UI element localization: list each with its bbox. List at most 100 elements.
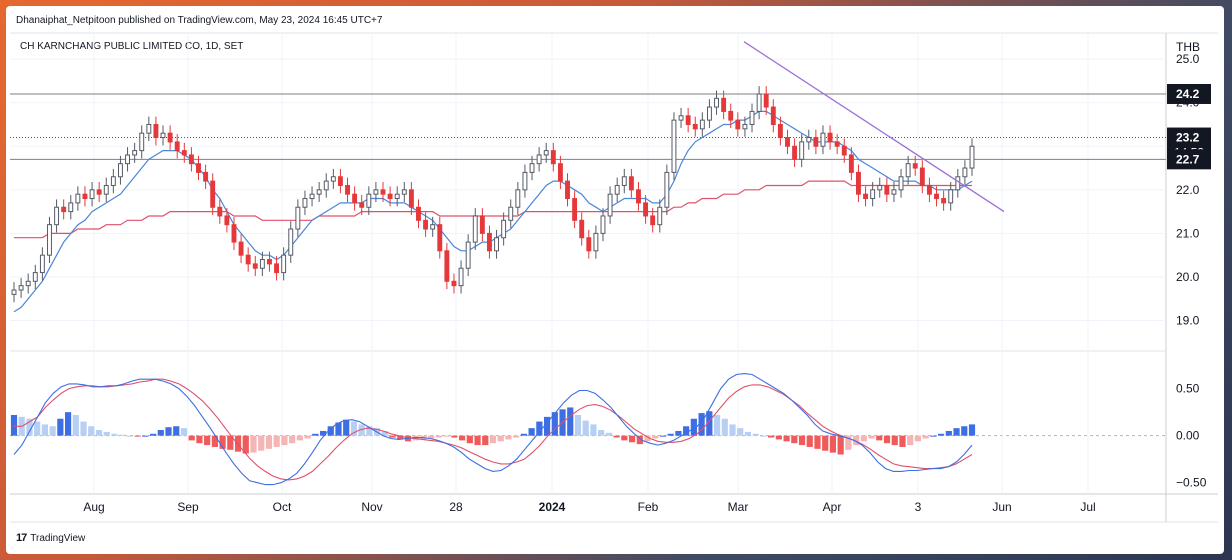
time-tick-label: 2024 — [539, 500, 566, 514]
candle-body — [302, 198, 308, 208]
candle-body — [891, 189, 897, 195]
candle-body — [586, 237, 592, 252]
histogram-bar — [899, 435, 906, 447]
histogram-bar — [273, 435, 280, 447]
time-tick-label: Apr — [823, 500, 842, 514]
candle-body — [962, 167, 968, 178]
histogram-bar — [312, 433, 319, 436]
candle-body — [117, 163, 123, 178]
candle-body — [848, 154, 854, 173]
candle-body — [678, 115, 684, 121]
time-axis-ticks: Aug Sep Oct Nov 28 2024 Feb Mar Apr 3 Jun Jul — [83, 33, 1096, 514]
histogram-bar — [775, 435, 782, 440]
histogram-bar — [459, 435, 466, 441]
histogram-bar — [520, 433, 527, 436]
histogram-bar — [574, 414, 582, 436]
candle-body — [444, 250, 450, 282]
candle-body — [139, 132, 145, 152]
time-tick-label: Sep — [177, 500, 199, 514]
candle-body — [160, 132, 166, 139]
histogram-bar — [304, 435, 311, 439]
candle-body — [898, 176, 904, 191]
candle-body — [579, 219, 585, 239]
histogram-bar — [296, 435, 303, 441]
histogram-bar — [466, 435, 473, 444]
histogram-bar — [806, 435, 813, 447]
time-tick-label: 28 — [449, 500, 463, 514]
candle-body — [359, 202, 365, 208]
candle-body — [813, 137, 819, 147]
histogram-bar — [729, 424, 736, 436]
candle-body — [472, 215, 478, 243]
histogram-bar — [366, 426, 373, 436]
chart-title: CH KARNCHANG PUBLIC LIMITED CO, 1D, SET — [20, 41, 243, 52]
histogram-bar — [644, 435, 651, 442]
level-badge-bg — [1167, 149, 1211, 170]
histogram-bar — [536, 421, 543, 436]
sma-slow-path — [14, 180, 972, 239]
candle-body — [969, 145, 975, 169]
candle-body — [458, 267, 464, 287]
candle-body — [174, 141, 180, 152]
horizontal-levels — [10, 93, 1166, 160]
candle-body — [870, 189, 876, 200]
candle-body — [664, 171, 670, 208]
histogram-bar — [103, 431, 110, 436]
candle-body — [863, 193, 869, 200]
histogram-bar — [876, 435, 883, 441]
candle-body — [919, 167, 925, 186]
histogram-bar — [497, 435, 504, 442]
candle-body — [557, 163, 563, 182]
level-badge-text: 24.2 — [1176, 87, 1200, 101]
candle-body — [536, 154, 542, 165]
histogram-bar — [760, 435, 767, 437]
sma-fast-line — [13, 110, 973, 313]
candle-body — [408, 189, 414, 208]
histogram-bar — [227, 435, 234, 450]
histogram-bar — [10, 414, 18, 436]
candle-body — [203, 171, 209, 182]
candle-body — [884, 184, 890, 195]
macd-line — [13, 373, 973, 486]
histogram-bar — [265, 435, 273, 449]
histogram-bar — [443, 435, 450, 437]
histogram-bar — [706, 411, 713, 436]
time-tick-label: Oct — [273, 500, 292, 514]
price-tick-label: 19.0 — [1176, 314, 1200, 328]
candle-body — [742, 123, 748, 130]
candle-body — [636, 189, 641, 204]
candle-body — [153, 123, 159, 139]
histogram-bar — [451, 435, 458, 438]
histogram-bar — [945, 430, 952, 436]
tradingview-brand-text: TradingView — [30, 532, 86, 544]
histogram-bar — [922, 435, 929, 439]
histogram-bar — [88, 426, 95, 436]
histogram-bar — [242, 435, 249, 454]
histogram-bar — [752, 433, 759, 436]
histogram-bar — [173, 426, 180, 436]
histogram-bar — [72, 414, 79, 436]
candle-body — [330, 176, 336, 182]
macd-lines — [13, 373, 973, 486]
histogram-bar — [489, 435, 497, 444]
histogram-bar — [250, 435, 257, 453]
histogram-bar — [134, 435, 141, 437]
histogram-bar — [258, 435, 265, 451]
histogram-bar — [853, 435, 860, 446]
candle-body — [401, 189, 407, 195]
histogram-bar — [389, 435, 396, 438]
candle-body — [799, 141, 805, 160]
candle-body — [501, 219, 507, 239]
candle-body — [196, 163, 201, 173]
price-tick-label: 22.0 — [1176, 183, 1200, 197]
candle-body — [316, 189, 322, 195]
histogram-bar — [814, 435, 821, 449]
histogram-bar — [327, 426, 334, 436]
chart-svg[interactable]: CH KARNCHANG PUBLIC LIMITED CO, 1D, SET … — [6, 6, 1224, 554]
tradingview-logo[interactable]: 17 TradingView — [16, 532, 85, 544]
candle-body — [146, 123, 152, 134]
histogram-bar — [26, 418, 33, 436]
histogram-bar — [41, 424, 48, 436]
price-tick-label: 21.0 — [1176, 226, 1200, 240]
histogram-bar — [513, 435, 520, 438]
